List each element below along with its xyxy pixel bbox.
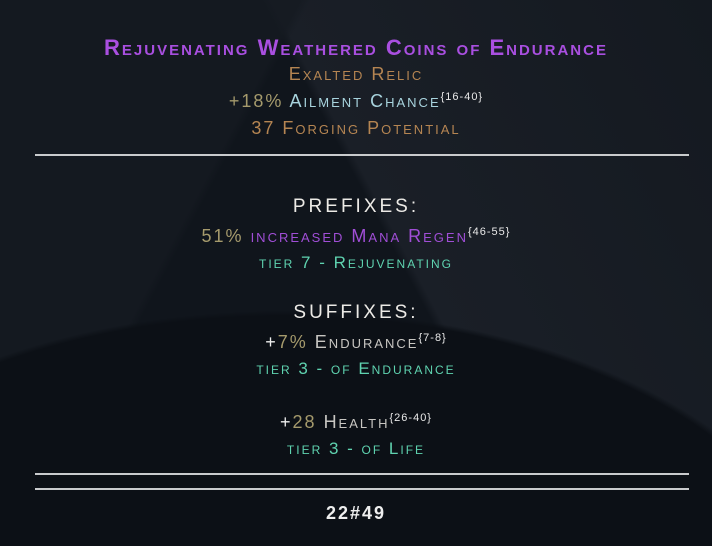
divider [35,473,689,475]
implicit-range: {16-40} [440,91,484,103]
suffix-tier: tier 3 - of Endurance [256,359,456,378]
mod-stat: Endurance [314,332,419,352]
mod-sign: + [265,332,278,352]
prefix-tier: tier 7 - Rejuvenating [258,253,454,272]
suffixes-header: SUFFIXES: [293,302,419,323]
suffix-mod: +28 Health{26-40} [0,412,712,433]
mod-range: {46-55} [467,226,511,238]
mod-range: {26-40} [389,412,432,424]
implicit-value: +18% [228,91,284,111]
divider [35,154,689,156]
item-name: Rejuvenating Weathered Coins of Enduranc… [104,35,608,60]
mod-range: {7-8} [418,332,447,344]
divider [35,488,689,490]
mod-value: 7% [277,332,308,352]
suffix-mod: +7% Endurance{7-8} [0,332,712,353]
mod-value: 51% [201,226,244,246]
prefix-mod: 51% increased Mana Regen{46-55} [0,226,712,247]
forging-potential: 37 Forging Potential [251,118,461,138]
mod-stat: Health [323,412,390,432]
implicit-stat: Ailment Chance [289,91,441,111]
suffix-tier: tier 3 - of Life [286,439,426,458]
implicit-mod: +18% Ailment Chance{16-40} [0,91,712,112]
mod-value: 28 [292,412,317,432]
item-base-type: Exalted Relic [288,64,424,84]
mod-sign: + [280,412,293,432]
prefixes-header: PREFIXES: [292,196,420,217]
item-id: 22#49 [325,503,387,523]
mod-stat: increased Mana Regen [250,226,468,246]
